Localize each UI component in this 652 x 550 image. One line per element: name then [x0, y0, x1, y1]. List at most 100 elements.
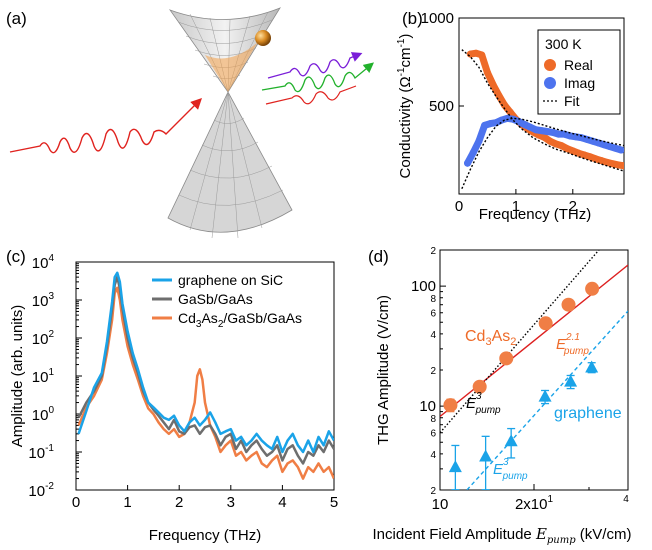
panel-label-c: (c): [6, 247, 26, 266]
d-ytick-minor-label: 8: [430, 294, 436, 305]
panel-c-legend-bg: [146, 266, 330, 330]
b-point: [555, 130, 563, 138]
b-point: [489, 81, 497, 89]
b-point: [620, 162, 624, 170]
d-point-cdas: [443, 398, 458, 413]
c-xtick-label: 4: [278, 494, 286, 511]
b-point: [580, 151, 588, 159]
d-point-graphene: [538, 389, 552, 402]
c-ytick-label: 102: [32, 329, 55, 348]
d-ytick-minor-label: 2: [430, 366, 436, 377]
d-point-cdas: [499, 351, 514, 366]
electron-ball: [255, 30, 271, 46]
c-ytick-label: 104: [32, 253, 55, 272]
red-wave-out: [265, 85, 357, 105]
b-ytick-label: 500: [429, 98, 454, 115]
b-point: [472, 49, 480, 57]
legend-b-imag: Imag: [564, 75, 595, 91]
b-point: [501, 101, 509, 109]
b-point: [617, 146, 624, 154]
legend-c-cdas: Cd3As2/GaSb/GaAs: [178, 310, 302, 330]
d-ytick-label: 10: [419, 398, 436, 415]
annot-e3-cdas: E3 pump: [466, 391, 501, 416]
legend-b-imag-marker: [544, 77, 556, 89]
panel-b-series: [461, 49, 624, 190]
b-point: [597, 157, 605, 165]
b-point: [532, 126, 540, 134]
d-point-graphene: [479, 449, 493, 462]
d-ytick-label: 100: [411, 278, 436, 295]
d-xtick-label: 2x101: [515, 494, 554, 513]
d-ytick-minor-label: 2: [430, 486, 436, 497]
panel-b: (b) 0 1 2 500 1000 300 K Real Imag Fit Frequ…: [396, 9, 625, 223]
c-ytick-label: 100: [32, 405, 55, 424]
d-ytick-minor-label: 8: [430, 414, 436, 425]
panel-label-a: (a): [6, 9, 27, 28]
b-point: [563, 145, 571, 153]
b-point: [552, 140, 560, 148]
b-point: [577, 134, 585, 142]
b-point: [592, 155, 600, 163]
d-point-graphene: [504, 434, 518, 447]
legend-b-title: 300 K: [545, 36, 582, 52]
c-xtick-label: 2: [175, 494, 183, 511]
b-point: [549, 128, 557, 136]
c-ytick-label: 10-1: [28, 443, 54, 462]
b-point: [574, 149, 582, 157]
legend-c-gasb: GaSb/GaAs: [178, 291, 253, 307]
annot-e3-graphene: E3 pump: [493, 457, 528, 482]
d-ytick-minor-label: 4: [430, 450, 436, 461]
panel-c-ylabel: Amplitude (arb. units): [9, 305, 26, 448]
b-point: [543, 128, 551, 136]
d-xtick-label: 10: [432, 496, 449, 513]
c-ytick-label: 10-2: [28, 481, 54, 500]
d-ytick-minor-label: 2: [430, 246, 436, 257]
b-point: [503, 114, 511, 122]
b-ytick-label: 1000: [421, 10, 454, 27]
panel-c-xlabel: Frequency (THz): [149, 527, 262, 544]
c-ytick-label: 101: [32, 367, 55, 386]
b-point: [606, 142, 614, 150]
b-point: [483, 69, 491, 77]
d-point-graphene: [448, 460, 462, 473]
panel-d-ticks: 10 2x101 4 10 100 2 4 6 8 2 4 6 8 2: [411, 246, 629, 513]
d-ytick-minor-label: 6: [430, 429, 436, 440]
panel-c-series: [77, 271, 334, 480]
b-point: [603, 158, 611, 166]
b-point: [481, 121, 489, 129]
panel-b-xlabel: Frequency (THz): [479, 206, 592, 223]
incident-wave: [9, 98, 202, 154]
b-xtick-label: 1: [512, 198, 520, 215]
lower-cone-mesh: [178, 91, 284, 239]
b-point: [495, 91, 503, 99]
panel-b-ylabel: Conductivity (Ω-1cm-1): [396, 34, 414, 179]
d-point-cdas: [472, 379, 487, 394]
b-point: [478, 51, 486, 59]
b-point: [569, 147, 577, 155]
legend-b-real-marker: [544, 59, 556, 71]
annot-graphene: graphene: [554, 405, 622, 422]
purple-wave: [267, 52, 363, 79]
b-fit-line: [461, 49, 624, 172]
panel-c-ticks: 0 1 2 3 4 5 10-2 10-1 100 101 102 103 104: [28, 253, 338, 511]
c-series-line: [77, 271, 334, 454]
b-point: [540, 133, 548, 141]
b-point: [486, 120, 494, 128]
panel-label-d: (d): [368, 247, 389, 266]
panel-d-series: [440, 250, 628, 490]
d-point-cdas: [561, 297, 576, 312]
panel-c-legend: graphene on SiC GaSb/GaAs Cd3As2/GaSb/Ga…: [146, 266, 330, 330]
d-point-graphene: [564, 374, 578, 387]
b-point: [464, 159, 472, 167]
panel-b-legend: 300 K Real Imag Fit: [537, 29, 621, 115]
b-point: [469, 149, 477, 157]
b-point: [520, 120, 528, 128]
b-xtick-label: 0: [455, 198, 463, 215]
c-xtick-label: 3: [227, 494, 235, 511]
panel-b-ticks: 0 1 2 500 1000: [421, 10, 577, 215]
b-point: [526, 123, 534, 131]
legend-b-real: Real: [564, 57, 593, 73]
panel-d-axes: [439, 249, 629, 491]
legend-b-fit: Fit: [564, 93, 580, 109]
legend-c-graphene: graphene on SiC: [178, 272, 283, 288]
